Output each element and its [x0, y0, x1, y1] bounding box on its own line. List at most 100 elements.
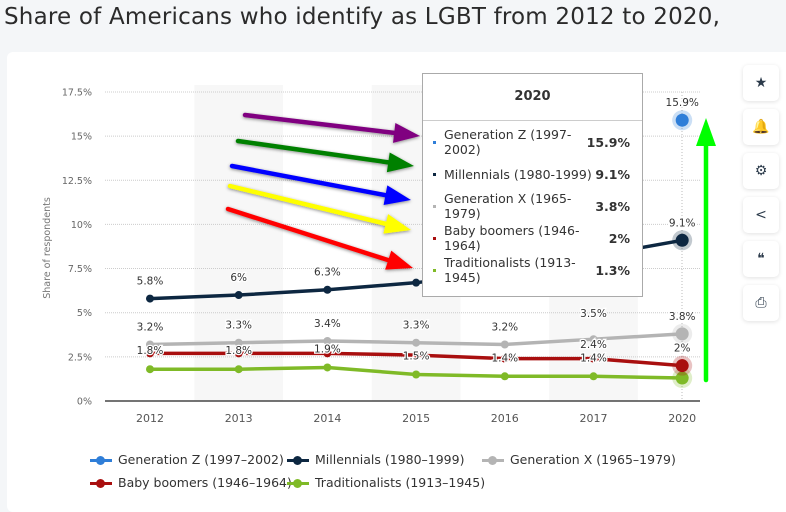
- data-point-generation: [323, 336, 332, 345]
- data-label: 6%: [230, 272, 247, 284]
- data-point-millennials: [675, 233, 689, 247]
- tooltip-series-value: 1.3%: [595, 262, 630, 278]
- y-axis-label: Share of respondents: [42, 197, 53, 299]
- tooltip-series-label: Generation X (1965-1979): [444, 191, 572, 221]
- series-dot-icon: [433, 236, 436, 240]
- tooltip-row: Traditionalists (1913-1945) 1.3%: [433, 255, 630, 285]
- gear-icon: ⚙: [754, 163, 768, 179]
- data-point-baby: [412, 351, 421, 360]
- data-point-traditionalists: [589, 372, 598, 381]
- legend-marker-icon: [90, 454, 112, 466]
- tooltip: 2020 Generation Z (1997-2002) 15.9% Millen…: [422, 73, 643, 297]
- bell-button[interactable]: 🔔: [743, 109, 779, 145]
- data-point-generation: [412, 338, 421, 347]
- annotation-arrow: [227, 183, 411, 234]
- legend-label: Generation X (1965–1979): [510, 452, 676, 467]
- arrow-shaft: [227, 183, 388, 227]
- legend-item[interactable]: Millennials (1980–1999): [287, 452, 464, 467]
- share-button[interactable]: <: [743, 197, 779, 233]
- data-point-millennials: [323, 285, 332, 294]
- legend-label: Baby boomers (1946–1964): [118, 475, 292, 490]
- tooltip-year: 2020: [423, 74, 642, 121]
- data-label: 1.4%: [580, 352, 607, 364]
- data-point-traditionalists: [234, 365, 243, 374]
- data-label: 3.3%: [403, 320, 430, 332]
- data-point-baby: [589, 354, 598, 363]
- data-point-baby: [323, 349, 332, 358]
- share-icon: <: [755, 207, 767, 223]
- star-button[interactable]: ★: [743, 65, 779, 101]
- data-point-baby: [675, 359, 689, 373]
- y-tick-label: 2.5%: [68, 352, 92, 363]
- quote-button[interactable]: ❝: [743, 241, 779, 277]
- data-point-generation: [675, 113, 689, 127]
- legend-label: Millennials (1980–1999): [315, 452, 465, 467]
- legend-marker-icon: [90, 477, 112, 489]
- x-tick-label: 2012: [136, 412, 164, 425]
- arrow-head: [383, 214, 411, 234]
- series-dot-icon: [433, 204, 436, 208]
- annotation-arrow: [242, 112, 420, 143]
- y-tick-label: 5%: [77, 308, 92, 319]
- x-tick-label: 2020: [668, 412, 696, 425]
- y-tick-label: 10%: [71, 220, 92, 231]
- data-point-millennials: [146, 294, 154, 303]
- data-label: 6.3%: [314, 267, 341, 279]
- gear-button[interactable]: ⚙: [743, 153, 779, 189]
- arrow-head: [392, 122, 420, 143]
- arrow-head: [696, 118, 716, 146]
- data-label: 1.8%: [225, 345, 252, 357]
- x-tick-label: 2015: [402, 412, 430, 425]
- tooltip-series-label: Baby boomers (1946-1964): [444, 223, 580, 253]
- series-dot-icon: [433, 268, 436, 272]
- data-point-baby: [500, 354, 509, 363]
- legend-marker-icon: [482, 454, 504, 466]
- tooltip-row: Millennials (1980-1999) 9.1%: [433, 164, 630, 184]
- data-point-traditionalists: [500, 372, 509, 381]
- print-button[interactable]: ⎙: [743, 285, 779, 321]
- x-tick-label: 2016: [491, 412, 519, 425]
- legend-item[interactable]: Baby boomers (1946–1964): [90, 475, 292, 490]
- x-tick-label: 2013: [225, 412, 253, 425]
- data-label: 2.4%: [580, 339, 607, 351]
- data-label: 3.2%: [137, 321, 164, 333]
- legend-label: Generation Z (1997–2002): [118, 452, 284, 467]
- data-label: 9.1%: [669, 217, 696, 229]
- arrow-shaft: [235, 138, 391, 165]
- bell-icon: 🔔: [752, 119, 770, 135]
- legend-item[interactable]: Generation X (1965–1979): [482, 452, 676, 467]
- annotation-arrow: [229, 163, 411, 205]
- legend-label: Traditionalists (1913–1945): [315, 475, 486, 490]
- tooltip-series-value: 15.9%: [586, 134, 630, 150]
- arrow-head: [386, 152, 414, 173]
- print-icon: ⎙: [755, 295, 767, 311]
- y-tick-label: 12.5%: [62, 176, 92, 187]
- data-label: 3.5%: [580, 308, 607, 320]
- legend-item[interactable]: Traditionalists (1913–1945): [287, 475, 485, 490]
- annotation-arrow: [235, 138, 414, 173]
- tooltip-series-label: Generation Z (1997-2002): [444, 127, 572, 157]
- data-label: 2%: [674, 343, 691, 355]
- y-tick-label: 17.5%: [62, 87, 92, 98]
- data-label: 3.8%: [669, 311, 696, 323]
- data-point-traditionalists: [675, 371, 689, 385]
- page-title: Share of Americans who identify as LGBT …: [4, 4, 721, 30]
- tooltip-row: Generation Z (1997-2002) 15.9%: [433, 127, 630, 157]
- legend-marker-icon: [287, 477, 309, 489]
- data-point-traditionalists: [146, 365, 154, 374]
- tooltip-row: Generation X (1965-1979) 3.8%: [433, 191, 630, 221]
- x-tick-label: 2014: [313, 412, 341, 425]
- y-tick-label: 7.5%: [68, 264, 92, 275]
- legend-marker-icon: [287, 454, 309, 466]
- series-dot-icon: [433, 140, 436, 144]
- arrow-shaft: [229, 163, 388, 198]
- y-tick-label: 0%: [77, 397, 92, 408]
- x-tick-label: 2017: [580, 412, 608, 425]
- tooltip-series-label: Millennials (1980-1999): [444, 166, 592, 182]
- arrow-shaft: [225, 206, 391, 263]
- arrow-shaft: [242, 112, 397, 136]
- tooltip-series-label: Traditionalists (1913-1945): [444, 255, 576, 285]
- data-point-baby: [234, 349, 243, 358]
- legend-item[interactable]: Generation Z (1997–2002): [90, 452, 284, 467]
